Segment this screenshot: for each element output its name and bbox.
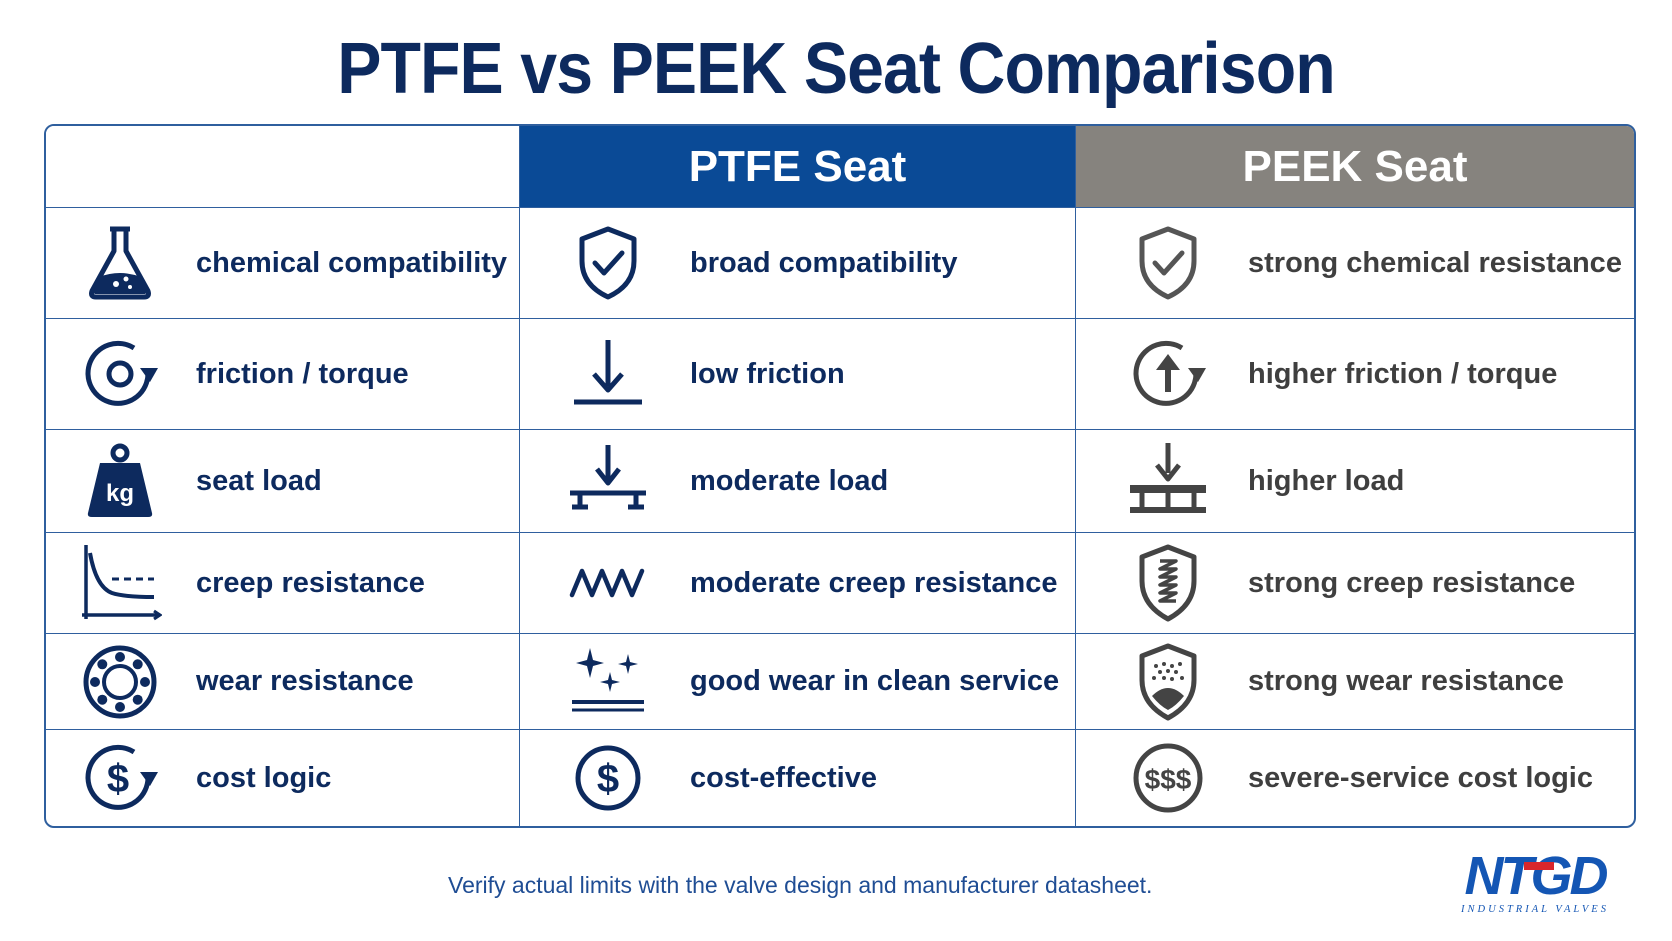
kg-weight-icon: kg: [87, 443, 153, 517]
load-support-icon: [570, 445, 646, 510]
table-row-peek: higher load: [1076, 430, 1634, 533]
heavy-load-support-icon: [1130, 443, 1206, 513]
footnote: Verify actual limits with the valve desi…: [448, 872, 1153, 898]
shield-check-icon: [579, 226, 637, 300]
table-row-peek: higher friction / torque: [1076, 319, 1634, 430]
shield-check-icon: [1139, 226, 1197, 300]
header-ptfe-seat: PTFE Seat: [520, 126, 1076, 208]
table-row-ptfe: moderate creep resistance: [520, 533, 1076, 634]
arrow-up-circle-icon: [1133, 340, 1206, 406]
peek-value: strong wear resistance: [1248, 665, 1564, 697]
header-peek-seat: PEEK Seat: [1076, 126, 1634, 208]
ptfe-value: low friction: [690, 357, 845, 390]
table-row-criterion: $ cost logic: [46, 730, 520, 826]
table-row-peek: $$$ severe-service cost logic: [1076, 730, 1634, 826]
table-row-criterion: wear resistance: [46, 634, 520, 730]
sparkle-surface-icon: [572, 647, 644, 711]
shield-particles-icon: [1139, 643, 1197, 720]
ntgd-logo: NTGD INDUSTRIAL VALVES: [1460, 850, 1610, 915]
table-row-ptfe: $ cost-effective: [520, 730, 1076, 826]
triple-dollar-icon: $$$: [1133, 743, 1203, 813]
table-row-ptfe: good wear in clean service: [520, 634, 1076, 730]
svg-text:kg: kg: [106, 480, 134, 507]
table-row-peek: strong chemical resistance: [1076, 208, 1634, 319]
dollar-cycle-icon: $: [85, 744, 158, 810]
criterion-label: chemical compatibility: [196, 246, 508, 279]
table-row-criterion: chemical compatibility: [46, 208, 520, 319]
comparison-table: PTFE Seat PEEK Seat chemical compatibili…: [44, 124, 1636, 828]
table-row-ptfe: broad compatibility: [520, 208, 1076, 319]
bearing-icon: [83, 645, 157, 718]
page-title: PTFE vs PEEK Seat Comparison: [337, 29, 1335, 109]
rotation-icon: [85, 340, 158, 406]
peek-value: strong creep resistance: [1248, 566, 1576, 599]
svg-text:$: $: [597, 757, 619, 801]
table-row-peek: strong wear resistance: [1076, 634, 1634, 730]
ptfe-value: moderate load: [690, 464, 889, 497]
ptfe-value: cost-effective: [690, 761, 877, 794]
shield-spring-icon: [1139, 544, 1197, 622]
ptfe-value: good wear in clean service: [690, 665, 1060, 697]
svg-text:$: $: [107, 757, 129, 801]
arrow-down-line-icon: [574, 340, 642, 405]
criterion-label: creep resistance: [196, 566, 425, 599]
wave-icon: [569, 568, 645, 598]
peek-value: severe-service cost logic: [1248, 761, 1593, 794]
flask-icon: [89, 226, 151, 300]
svg-text:INDUSTRIAL VALVES: INDUSTRIAL VALVES: [1460, 904, 1609, 915]
criterion-label: cost logic: [196, 761, 332, 794]
criterion-label: wear resistance: [196, 665, 414, 697]
svg-text:$$$: $$$: [1145, 764, 1192, 795]
criterion-label: seat load: [196, 464, 322, 497]
table-row-peek: strong creep resistance: [1076, 533, 1634, 634]
peek-value: higher friction / torque: [1248, 357, 1558, 390]
criterion-label: friction / torque: [196, 357, 409, 390]
creep-curve-icon: [82, 545, 162, 621]
ptfe-value: moderate creep resistance: [690, 566, 1058, 599]
dollar-coin-icon: $: [575, 745, 641, 811]
ptfe-value: broad compatibility: [690, 246, 958, 279]
svg-text:NTGD: NTGD: [1465, 850, 1608, 906]
peek-value: higher load: [1248, 464, 1405, 497]
table-row-criterion: kg seat load: [46, 430, 520, 533]
peek-value: strong chemical resistance: [1248, 246, 1622, 279]
header-blank: [46, 126, 520, 208]
table-row-ptfe: low friction: [520, 319, 1076, 430]
table-row-criterion: creep resistance: [46, 533, 520, 634]
table-row-ptfe: moderate load: [520, 430, 1076, 533]
table-row-criterion: friction / torque: [46, 319, 520, 430]
